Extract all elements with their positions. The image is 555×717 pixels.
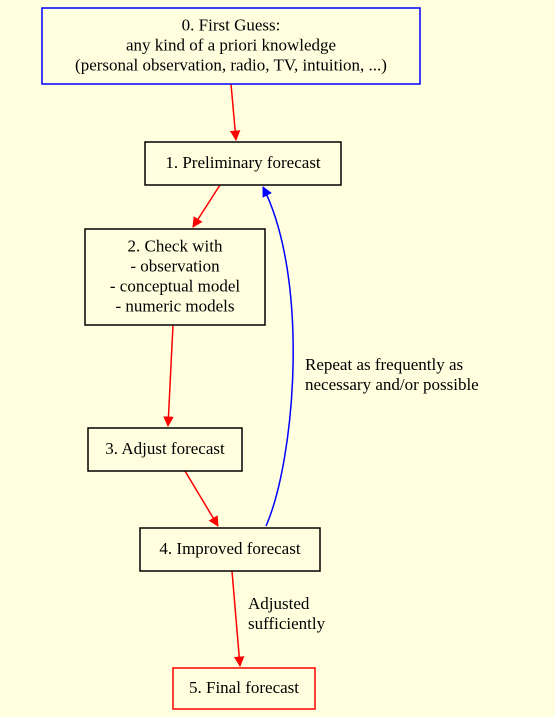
node-n3: 3. Adjust forecast [88, 428, 242, 471]
node-n5: 5. Final forecast [173, 668, 315, 709]
node-n2: 2. Check with- observation- conceptual m… [85, 229, 265, 325]
node-n1: 1. Preliminary forecast [145, 142, 341, 185]
node-n1-label: 1. Preliminary forecast [165, 153, 321, 172]
node-n5-label: 5. Final forecast [189, 678, 299, 697]
edge-4-1-loop [263, 187, 293, 526]
edge-0-1 [231, 84, 236, 140]
flowchart-canvas: 0. First Guess:any kind of a priori know… [0, 0, 555, 717]
edge-2-3 [168, 325, 173, 426]
edge-3-4 [185, 471, 218, 526]
node-n3-label: 3. Adjust forecast [105, 439, 225, 458]
node-n2-label: 2. Check with- observation- conceptual m… [110, 236, 241, 315]
node-n4: 4. Improved forecast [140, 528, 320, 571]
edge-label-adjusted: Adjustedsufficiently [248, 594, 326, 633]
edge-labels: Repeat as frequently asnecessary and/or … [248, 355, 479, 633]
edge-4-5 [232, 571, 240, 666]
edge-label-repeat: Repeat as frequently asnecessary and/or … [305, 355, 479, 394]
node-n4-label: 4. Improved forecast [159, 539, 300, 558]
edge-1-2 [193, 185, 220, 227]
node-n0: 0. First Guess:any kind of a priori know… [42, 8, 420, 84]
